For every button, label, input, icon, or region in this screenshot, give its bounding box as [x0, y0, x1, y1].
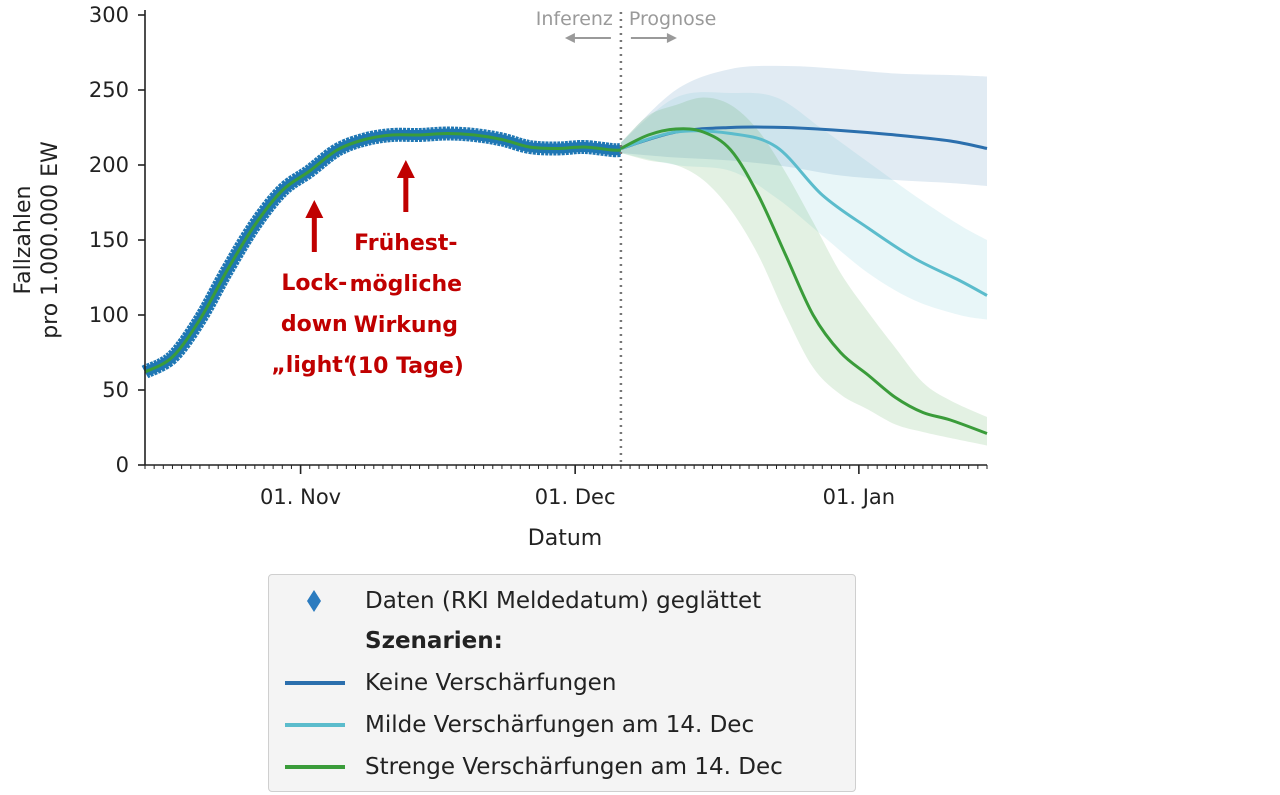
band-2 [620, 97, 987, 446]
annotation-text-0: Lock- [281, 271, 347, 296]
x-tick-label: 01. Jan [823, 485, 895, 509]
forecast-bands [620, 65, 987, 446]
y-axis-title-line1: Fallzahlen [11, 186, 36, 295]
annotation-arrowhead-0 [305, 200, 324, 218]
legend-key-data [269, 583, 365, 619]
y-tick-label: 0 [116, 453, 129, 477]
band-1 [620, 92, 987, 320]
legend-item-data: Daten (RKI Meldedatum) geglättet [269, 583, 761, 619]
legend-item-milde: Milde Verschärfungen am 14. Dec [269, 707, 754, 743]
x-axis-title: Datum [528, 526, 602, 551]
axes: 0 50 100 150 200 250 300 01. Nov 01. Dec 01. Jan [89, 3, 988, 509]
annotations: Lock-down „light“ Frühest-mögliche Wirkung (… [271, 160, 464, 379]
legend-label-keine: Keine Verschärfungen [365, 670, 617, 696]
legend-line-keine [285, 681, 345, 685]
series-line-2 [620, 127, 988, 435]
legend-heading: Szenarien: [269, 623, 503, 659]
legend-line-strenge [285, 765, 345, 769]
annotation-text-1: Frühest- [354, 231, 457, 256]
y-axis-title-line2: pro 1.000.000 EW [38, 141, 63, 339]
band-0 [620, 65, 987, 186]
y-tick-label: 150 [89, 228, 129, 252]
forecast-lines [620, 125, 988, 435]
legend-label-strenge: Strenge Verschärfungen am 14. Dec [365, 754, 783, 780]
legend-item-strenge: Strenge Verschärfungen am 14. Dec [269, 749, 783, 785]
y-tick-label: 50 [102, 378, 129, 402]
data-series [141, 126, 622, 379]
legend-item-keine: Keine Verschärfungen [269, 665, 616, 701]
y-tick-label: 100 [89, 303, 129, 327]
legend-label-data: Daten (RKI Meldedatum) geglättet [365, 588, 762, 614]
legend-heading-text: Szenarien: [365, 628, 503, 654]
x-tick-label: 01. Nov [260, 485, 341, 509]
annotation-text-0: „light“ [271, 353, 357, 378]
inferenz-label: Inferenz [536, 8, 613, 30]
legend-line-milde [285, 723, 345, 727]
legend: Daten (RKI Meldedatum) geglättet Szenari… [268, 574, 856, 792]
x-tick-label: 01. Dec [535, 485, 616, 509]
arrow-left-head [564, 33, 575, 43]
legend-label-milde: Milde Verschärfungen am 14. Dec [365, 712, 755, 738]
divider-arrows [564, 33, 677, 43]
diamond-marker-icon [307, 590, 321, 612]
y-tick-label: 250 [89, 78, 129, 102]
data-fit-line [144, 131, 621, 374]
y-tick-label: 300 [89, 3, 129, 27]
annotation-text-1: mögliche [350, 272, 463, 297]
prognose-label: Prognose [629, 8, 716, 30]
annotation-arrowhead-1 [396, 160, 415, 178]
annotation-text-1: Wirkung [354, 313, 458, 338]
annotation-text-0: down [281, 312, 348, 337]
annotation-text-1: (10 Tage) [348, 354, 464, 379]
y-tick-label: 200 [89, 153, 129, 177]
arrow-right-head [666, 33, 677, 43]
